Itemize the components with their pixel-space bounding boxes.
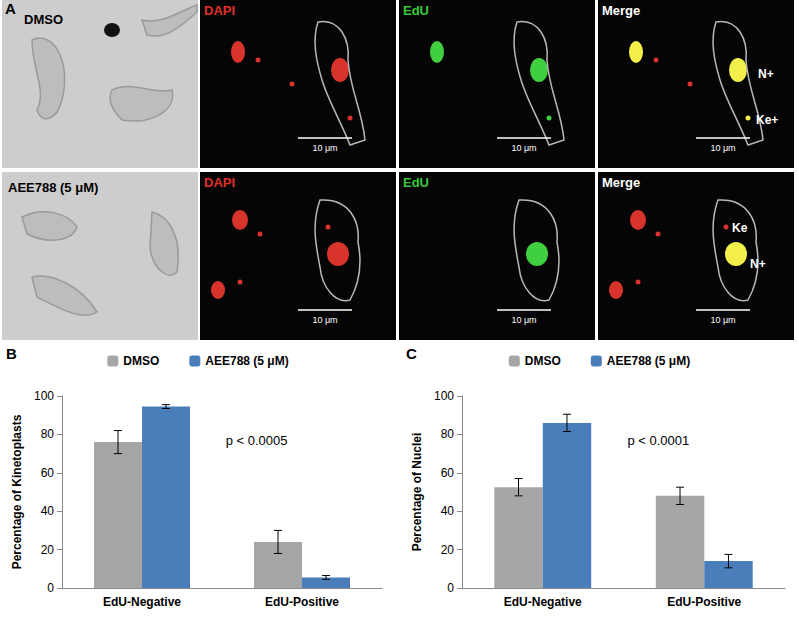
svg-text:40: 40: [41, 504, 55, 518]
svg-text:DMSO: DMSO: [24, 12, 63, 27]
svg-text:EdU: EdU: [403, 3, 429, 18]
svg-text:A: A: [5, 0, 16, 17]
svg-text:Merge: Merge: [602, 175, 640, 190]
svg-text:N+: N+: [750, 257, 766, 271]
svg-text:0: 0: [447, 581, 454, 595]
svg-text:DAPI: DAPI: [204, 175, 235, 190]
svg-text:AEE788 (5 μM): AEE788 (5 μM): [607, 354, 690, 368]
svg-text:B: B: [6, 345, 17, 362]
svg-text:60: 60: [41, 466, 55, 480]
svg-text:DMSO: DMSO: [123, 354, 159, 368]
svg-text:p < 0.0005: p < 0.0005: [226, 433, 288, 448]
svg-text:Percentage of Kinetoplasts: Percentage of Kinetoplasts: [10, 414, 24, 569]
svg-text:10 μm: 10 μm: [710, 143, 735, 153]
svg-text:20: 20: [41, 543, 55, 557]
svg-text:DMSO: DMSO: [525, 354, 561, 368]
svg-text:10 μm: 10 μm: [312, 143, 337, 153]
svg-text:Merge: Merge: [602, 3, 640, 18]
svg-text:EdU-Positive: EdU-Positive: [667, 595, 741, 609]
svg-text:Ke: Ke: [732, 221, 748, 235]
svg-text:EdU: EdU: [403, 175, 429, 190]
svg-text:10 μm: 10 μm: [312, 315, 337, 325]
svg-text:AEE788 (5 μM): AEE788 (5 μM): [8, 180, 98, 195]
svg-text:80: 80: [41, 427, 55, 441]
svg-text:DAPI: DAPI: [204, 3, 235, 18]
svg-text:0: 0: [47, 581, 54, 595]
svg-text:EdU-Negative: EdU-Negative: [103, 595, 181, 609]
svg-text:EdU-Negative: EdU-Negative: [504, 595, 582, 609]
svg-text:40: 40: [441, 504, 455, 518]
svg-text:p < 0.0001: p < 0.0001: [627, 433, 689, 448]
svg-text:20: 20: [441, 543, 455, 557]
svg-text:N+: N+: [758, 67, 774, 81]
svg-text:AEE788 (5 μM): AEE788 (5 μM): [205, 354, 288, 368]
svg-text:Ke+: Ke+: [756, 113, 778, 127]
svg-text:10 μm: 10 μm: [710, 315, 735, 325]
svg-text:EdU-Positive: EdU-Positive: [265, 595, 339, 609]
svg-text:60: 60: [441, 466, 455, 480]
svg-text:100: 100: [34, 389, 54, 403]
svg-text:80: 80: [441, 427, 455, 441]
svg-text:C: C: [406, 345, 417, 362]
svg-text:Percentage of Nuclei: Percentage of Nuclei: [410, 433, 424, 552]
svg-text:10 μm: 10 μm: [511, 143, 536, 153]
svg-text:100: 100: [434, 389, 454, 403]
svg-text:10 μm: 10 μm: [511, 315, 536, 325]
